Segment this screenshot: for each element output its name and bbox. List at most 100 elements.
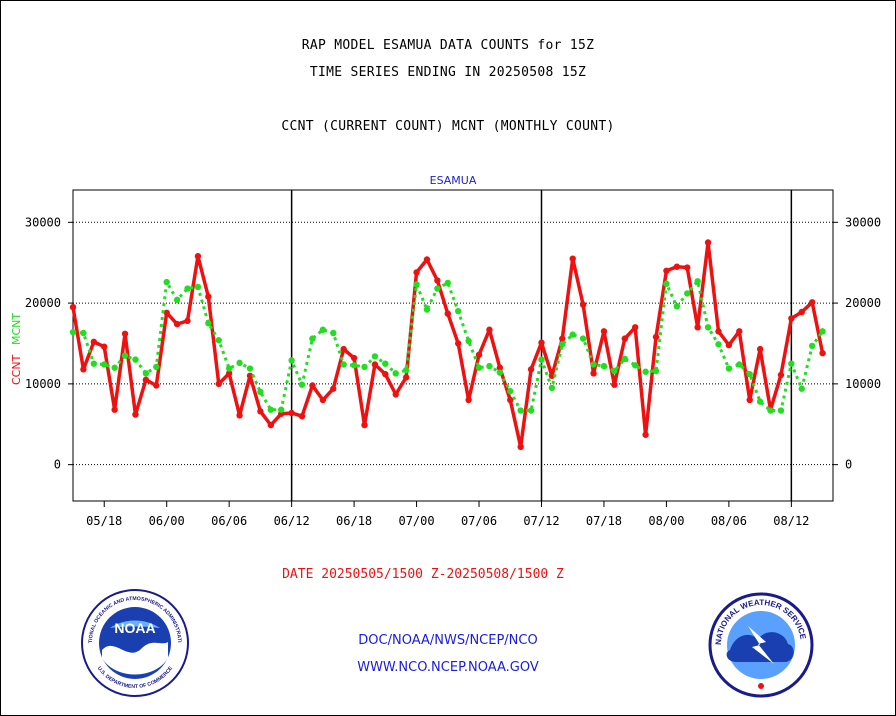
data-point-ccnt	[298, 412, 306, 420]
data-point-mcnt	[704, 324, 712, 331]
y-tick-label-right: 0	[845, 458, 852, 472]
x-tick-label: 06/06	[211, 514, 247, 528]
data-point-mcnt	[402, 366, 410, 374]
data-point-mcnt	[777, 407, 785, 414]
noaa-logo: NOAA NATIONAL OCEANIC AND ATMOSPHERIC AD…	[80, 588, 189, 697]
data-point-mcnt	[694, 278, 701, 285]
data-point-mcnt	[767, 407, 774, 414]
data-point-mcnt	[569, 331, 576, 338]
data-point-mcnt	[444, 279, 451, 287]
data-point-ccnt	[423, 256, 431, 263]
data-point-mcnt	[215, 337, 222, 344]
chart-station-title: ESAMUA	[430, 174, 477, 187]
data-point-mcnt	[736, 361, 743, 368]
data-point-ccnt	[642, 431, 649, 438]
data-point-mcnt	[600, 362, 608, 370]
data-point-ccnt	[663, 267, 670, 274]
y-axis-label-mcnt: MCNT	[10, 313, 23, 345]
data-point-ccnt	[569, 255, 576, 262]
data-point-ccnt	[579, 301, 587, 308]
data-point-mcnt	[142, 370, 150, 377]
data-point-mcnt	[288, 357, 295, 364]
data-point-mcnt	[184, 285, 191, 292]
data-point-ccnt	[69, 303, 77, 311]
data-point-mcnt	[80, 329, 87, 337]
data-point-mcnt	[798, 385, 805, 392]
data-point-ccnt	[715, 328, 722, 335]
data-point-mcnt	[153, 363, 160, 371]
x-tick-label: 08/00	[648, 514, 684, 528]
data-point-mcnt	[278, 406, 285, 413]
data-point-mcnt	[611, 367, 618, 375]
nws-logo: NATIONAL WEATHER SERVICE	[708, 592, 814, 698]
data-point-mcnt	[101, 361, 108, 368]
data-point-ccnt	[684, 264, 691, 271]
data-point-mcnt	[631, 362, 639, 369]
data-point-mcnt	[684, 290, 691, 297]
data-point-ccnt	[652, 333, 660, 341]
data-point-mcnt	[538, 356, 545, 363]
data-point-mcnt	[132, 356, 139, 363]
data-point-ccnt	[694, 324, 701, 331]
x-tick-label: 07/00	[398, 514, 434, 528]
plot-area-frame	[72, 189, 834, 502]
x-tick-label: 06/18	[336, 514, 372, 528]
data-point-ccnt	[559, 335, 566, 342]
data-point-ccnt	[475, 351, 483, 358]
data-point-ccnt	[215, 380, 222, 388]
data-point-ccnt	[486, 326, 493, 333]
series-line-mcnt	[72, 279, 824, 413]
footer-website[interactable]: WWW.NCO.NCEP.NOAA.GOV	[357, 660, 539, 675]
data-point-mcnt	[423, 306, 431, 313]
data-point-mcnt	[465, 337, 472, 345]
data-point-mcnt	[819, 328, 826, 335]
data-point-ccnt	[257, 408, 264, 415]
data-point-mcnt	[475, 364, 483, 371]
data-point-mcnt	[194, 283, 202, 291]
chart-title-line2: TIME SERIES ENDING IN 20250508 15Z	[309, 65, 587, 80]
data-point-ccnt	[434, 277, 441, 284]
x-tick-label: 07/12	[523, 514, 559, 528]
data-point-mcnt	[455, 307, 462, 315]
data-point-ccnt	[756, 345, 764, 353]
data-point-mcnt	[725, 365, 733, 372]
y-tick-label-left: 10000	[25, 377, 61, 391]
data-point-mcnt	[340, 361, 347, 368]
data-point-ccnt	[788, 315, 795, 322]
x-tick-label: 06/00	[149, 514, 185, 528]
data-point-ccnt	[527, 366, 535, 373]
data-point-mcnt	[382, 360, 389, 367]
data-point-mcnt	[257, 388, 264, 396]
data-point-mcnt	[173, 296, 181, 304]
data-point-ccnt	[600, 328, 608, 335]
x-tick-label: 06/12	[274, 514, 310, 528]
data-point-mcnt	[579, 335, 587, 342]
data-point-mcnt	[121, 352, 129, 359]
data-point-mcnt	[621, 355, 628, 363]
data-point-mcnt	[392, 370, 399, 377]
data-point-ccnt	[330, 385, 337, 392]
data-point-ccnt	[621, 335, 628, 342]
data-point-mcnt	[642, 368, 649, 375]
data-point-ccnt	[819, 349, 826, 357]
data-point-ccnt	[382, 370, 389, 378]
series-line-ccnt	[71, 240, 825, 449]
data-point-ccnt	[163, 309, 170, 316]
data-point-ccnt	[267, 421, 275, 429]
data-point-mcnt	[69, 328, 77, 336]
data-point-ccnt	[132, 411, 139, 418]
x-tick-label: 08/06	[711, 514, 747, 528]
data-point-mcnt	[808, 342, 816, 350]
noaa-logo-center-text: NOAA	[114, 620, 155, 636]
data-point-ccnt	[371, 361, 379, 368]
data-point-mcnt	[298, 381, 306, 388]
y-tick-label-right: 30000	[845, 215, 881, 229]
data-point-mcnt	[246, 365, 254, 372]
data-point-ccnt	[517, 443, 524, 451]
data-point-mcnt	[517, 407, 524, 414]
data-point-mcnt	[267, 406, 275, 413]
data-point-ccnt	[413, 269, 420, 276]
data-point-ccnt	[319, 396, 327, 404]
y-axis-label-ccnt: CCNT	[10, 354, 23, 385]
data-point-mcnt	[205, 320, 212, 327]
